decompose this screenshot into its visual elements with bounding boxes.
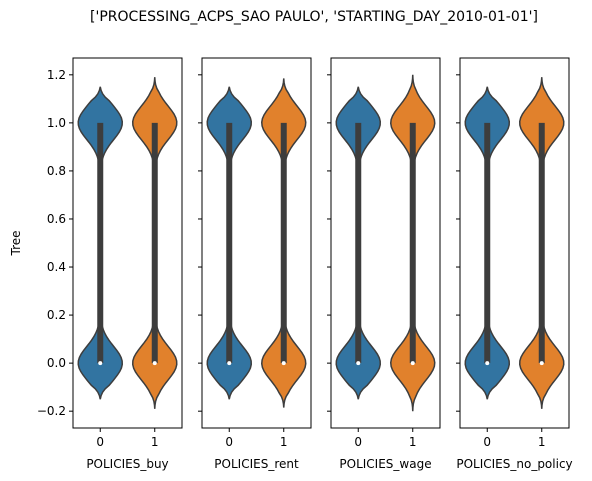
x-tick-label: 0 bbox=[96, 435, 104, 449]
panel-2: 0 1 POLICIES_rent bbox=[198, 57, 312, 471]
panel-3: 0 1 POLICIES_wage bbox=[327, 57, 441, 471]
x-axis-label: POLICIES_buy bbox=[86, 457, 168, 471]
panel-4: 0 1 POLICIES_no_policy bbox=[456, 57, 573, 471]
y-tick-label: 1.0 bbox=[47, 116, 66, 130]
x-axis-label: POLICIES_rent bbox=[214, 457, 299, 471]
y-tick-label: 0.4 bbox=[47, 260, 66, 274]
y-tick-label: 0.6 bbox=[47, 212, 66, 226]
axes-frame bbox=[72, 57, 183, 429]
violin-median bbox=[98, 361, 103, 366]
axes-frame bbox=[201, 57, 312, 429]
violin-median bbox=[152, 361, 157, 366]
violin-median bbox=[539, 361, 544, 366]
x-axis-label: POLICIES_no_policy bbox=[456, 457, 572, 471]
x-tick-label: 1 bbox=[151, 435, 159, 449]
x-tick-label: 0 bbox=[354, 435, 362, 449]
violin-median bbox=[410, 361, 415, 366]
y-tick-label: 1.2 bbox=[47, 68, 66, 82]
x-tick-label: 0 bbox=[483, 435, 491, 449]
violin-median bbox=[227, 361, 232, 366]
x-tick-label: 1 bbox=[280, 435, 288, 449]
axes-frame bbox=[459, 57, 570, 429]
violin-median bbox=[281, 361, 286, 366]
violin-median bbox=[485, 361, 490, 366]
violin-median bbox=[356, 361, 361, 366]
panel-1: −0.2 0.0 0.2 0.4 0.6 0.8 1.0 1.2 0 1 POLICIES_buy bbox=[37, 57, 183, 471]
x-tick-label: 1 bbox=[409, 435, 417, 449]
x-axis-label: POLICIES_wage bbox=[339, 457, 431, 471]
y-tick-label: 0.8 bbox=[47, 164, 66, 178]
x-tick-label: 1 bbox=[538, 435, 546, 449]
figure-title: ['PROCESSING_ACPS_SAO PAULO', 'STARTING_… bbox=[90, 9, 538, 25]
y-tick-label: 0.0 bbox=[47, 356, 66, 370]
y-tick-label: 0.2 bbox=[47, 308, 66, 322]
axes-frame bbox=[330, 57, 441, 429]
y-axis-label: Tree bbox=[9, 230, 23, 256]
x-tick-label: 0 bbox=[225, 435, 233, 449]
y-tick-label: −0.2 bbox=[37, 404, 66, 418]
